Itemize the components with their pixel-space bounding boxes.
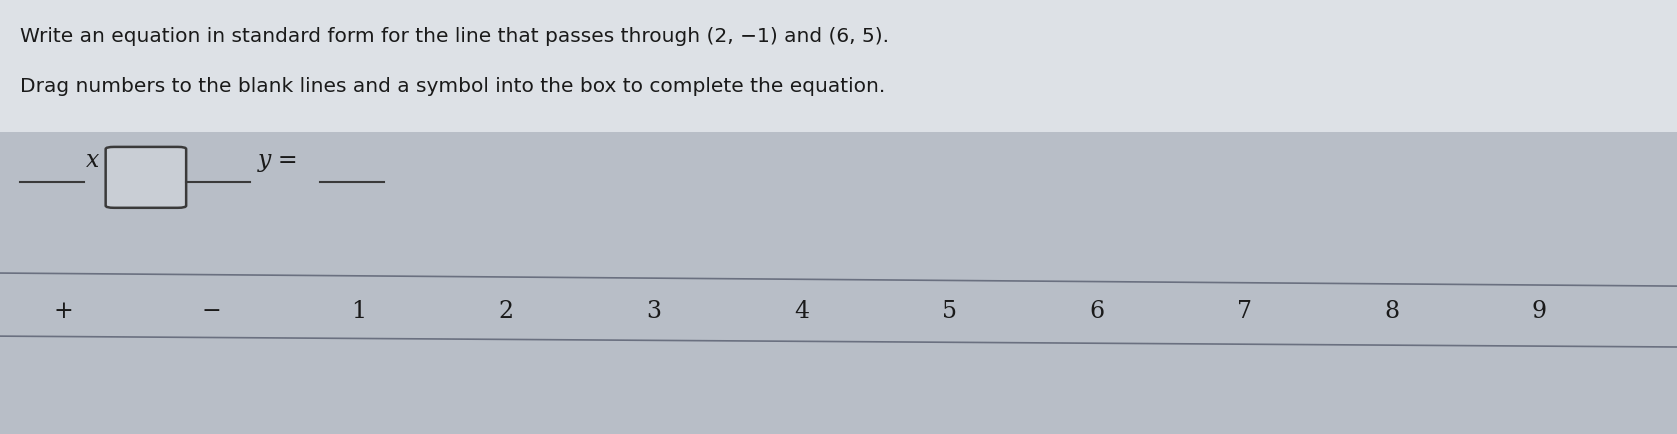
Text: x: x — [86, 148, 99, 171]
Text: 9: 9 — [1531, 299, 1548, 322]
Text: 4: 4 — [793, 299, 810, 322]
Text: y =: y = — [258, 148, 299, 171]
Bar — [0, 0, 1677, 132]
FancyBboxPatch shape — [106, 148, 186, 208]
Text: 1: 1 — [350, 299, 367, 322]
Text: +: + — [54, 299, 74, 322]
Text: 7: 7 — [1238, 299, 1251, 322]
Text: 6: 6 — [1088, 299, 1105, 322]
Text: 2: 2 — [498, 299, 515, 322]
Bar — [0, 0, 1677, 132]
Text: Write an equation in standard form for the line that passes through (2, −1) and : Write an equation in standard form for t… — [20, 27, 889, 46]
Text: 3: 3 — [647, 299, 661, 322]
Text: 8: 8 — [1384, 299, 1400, 322]
Bar — [0, 132, 1677, 434]
Text: −: − — [201, 299, 221, 322]
Text: 5: 5 — [942, 299, 956, 322]
Text: Drag numbers to the blank lines and a symbol into the box to complete the equati: Drag numbers to the blank lines and a sy… — [20, 77, 885, 96]
